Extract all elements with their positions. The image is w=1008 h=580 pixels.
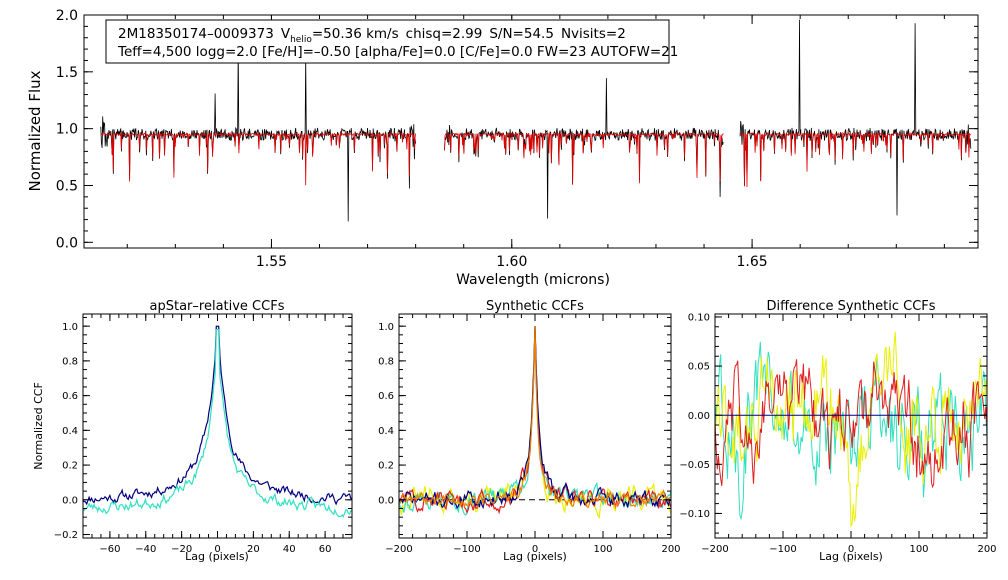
spectrum-plot-frame — [83, 14, 979, 249]
y-tick-label: 0.0 — [62, 495, 78, 506]
annotation-snr: S/N=54.5 — [489, 26, 554, 42]
x-tick-label: 1.65 — [737, 254, 768, 270]
y-tick-label: 0.8 — [62, 356, 78, 367]
difference-ccf-axis-ticks: −200 −100 0 100 200 −0.10 −0.05 0.00 0.05 0.10 — [679, 313, 996, 555]
y-tick-label: 1.5 — [56, 65, 78, 81]
x-tick-label: 1.55 — [256, 254, 287, 270]
y-tick-label: 2.0 — [56, 8, 78, 24]
x-tick-label: −40 — [135, 544, 156, 555]
difference-ccf-series-layer — [714, 331, 988, 528]
synthetic-ccf-x-axis-label: Lag (pixels) — [503, 550, 567, 563]
y-tick-label: 0.6 — [378, 391, 394, 402]
difference-ccf-x-axis-label: Lag (pixels) — [819, 550, 883, 563]
y-tick-label: 1.0 — [56, 122, 78, 138]
observed-spectrum-line — [444, 78, 724, 219]
observed-spectrum-line — [100, 44, 416, 222]
x-tick-label: −200 — [385, 544, 412, 555]
observed-spectrum-line — [739, 19, 972, 216]
y-tick-label: −0.2 — [54, 530, 78, 541]
spectrum-y-axis-label: Normalized Flux — [26, 70, 44, 191]
ccf-series-line — [398, 326, 672, 510]
difference-ccf-series-line — [714, 359, 988, 489]
y-tick-label: 0.2 — [62, 461, 78, 472]
x-tick-label: 200 — [977, 544, 996, 555]
annotation-line-1: 2M18350174–0009373 Vhelio=50.36 km/s chisq… — [118, 26, 626, 45]
annotation-star-id: 2M18350174–0009373 — [118, 26, 274, 42]
annotation-nvisits: Nvisits=2 — [561, 26, 626, 42]
x-tick-label: 100 — [909, 544, 928, 555]
apstar-ccf-title: apStar–relative CCFs — [150, 299, 285, 314]
y-tick-label: 1.0 — [62, 322, 78, 333]
apstar-ccf-plot-frame — [82, 313, 353, 539]
annotation-frame — [105, 19, 670, 64]
difference-ccf-title: Difference Synthetic CCFs — [766, 299, 935, 314]
x-tick-label: 0 — [532, 544, 538, 555]
model-spectrum-line — [100, 131, 416, 186]
x-tick-label: −60 — [99, 544, 120, 555]
x-tick-label: 0 — [214, 544, 220, 555]
ccf-series-line — [82, 329, 353, 518]
synthetic-ccf-panel: Synthetic CCFs −200 −100 0 100 200 0.0 0.2 0.4 0… — [378, 299, 680, 563]
x-tick-label: 0 — [848, 544, 854, 555]
y-tick-label: 0.05 — [688, 362, 710, 373]
synthetic-ccf-axis-ticks: −200 −100 0 100 200 0.0 0.2 0.4 0.6 0.8 1.0 — [378, 314, 681, 555]
apstar-ccf-y-axis-label: Normalized CCF — [32, 382, 45, 470]
synthetic-ccf-title: Synthetic CCFs — [486, 299, 584, 314]
y-tick-label: 0.4 — [378, 426, 394, 437]
x-tick-label: −20 — [171, 544, 192, 555]
annotation-chisq: chisq=2.99 — [406, 26, 483, 42]
y-tick-label: 0.4 — [62, 426, 78, 437]
ccf-series-line — [82, 325, 352, 506]
y-tick-label: 0.2 — [378, 461, 394, 472]
y-tick-label: 0.10 — [688, 313, 710, 324]
x-tick-label: −200 — [701, 544, 728, 555]
apstar-ccf-x-axis-label: Lag (pixels) — [185, 550, 249, 563]
spectrum-x-axis-label: Wavelength (microns) — [456, 272, 610, 288]
y-tick-label: −0.05 — [679, 460, 710, 471]
x-tick-label: 20 — [247, 544, 260, 555]
x-tick-label: 100 — [593, 544, 612, 555]
model-spectrum-line — [739, 131, 972, 188]
apstar-ccf-axis-ticks: −60 −40 −20 0 20 40 60 −0.2 0.0 0.2 0.4 0.6 0.8 1.0 — [54, 314, 353, 555]
annotation-line-2: Teff=4,500 logg=2.0 [Fe/H]=–0.50 [alpha/… — [117, 44, 678, 60]
difference-ccf-series-line — [714, 341, 988, 521]
annotation-v-subscript: helio — [290, 35, 312, 45]
x-tick-label: 200 — [661, 544, 680, 555]
synthetic-ccf-series-layer — [398, 326, 672, 520]
spectrum-annotation-box: 2M18350174–0009373 Vhelio=50.36 km/s chisq… — [105, 19, 678, 64]
y-tick-label: 0.6 — [62, 391, 78, 402]
difference-ccf-series-line — [714, 331, 988, 528]
spectrum-series-layer — [100, 19, 972, 222]
x-tick-label: −100 — [453, 544, 480, 555]
y-tick-label: 1.0 — [378, 322, 394, 333]
annotation-v-prefix: V — [281, 26, 291, 42]
annotation-velocity: =50.36 km/s — [312, 26, 399, 42]
model-spectrum-line — [444, 131, 724, 185]
apstar-ccf-panel: apStar–relative CCFs −60 −40 −20 0 20 40 60 −0.… — [32, 299, 353, 563]
apstar-ccf-series-layer — [82, 325, 353, 518]
y-tick-label: 0.0 — [378, 495, 394, 506]
x-tick-label: 60 — [319, 544, 332, 555]
y-tick-label: 0.8 — [378, 356, 394, 367]
spectrum-panel: 1.55 1.60 1.65 0.0 0.5 1.0 1.5 2.0 Normalized F… — [26, 8, 979, 288]
x-tick-label: 1.60 — [496, 254, 527, 270]
x-tick-label: 40 — [283, 544, 296, 555]
y-tick-label: 0.00 — [688, 411, 710, 422]
y-tick-label: 0.0 — [56, 235, 78, 251]
difference-ccf-plot-frame — [714, 313, 988, 539]
difference-ccf-panel: Difference Synthetic CCFs −200 −100 0 100 20… — [679, 299, 996, 563]
y-tick-label: 0.5 — [56, 179, 78, 195]
y-tick-label: −0.10 — [679, 509, 710, 520]
x-tick-label: −100 — [769, 544, 796, 555]
